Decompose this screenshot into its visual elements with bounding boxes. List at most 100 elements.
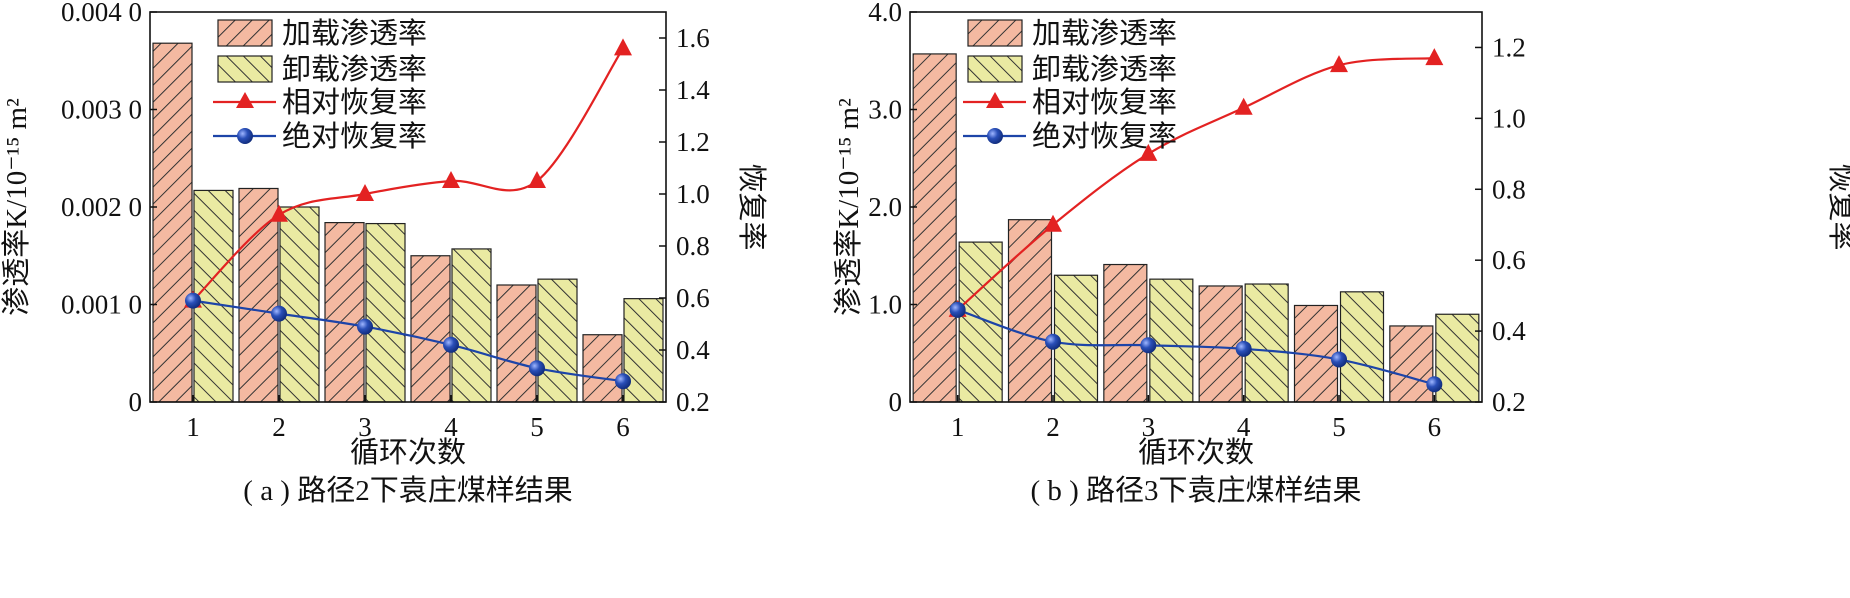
bar-unloading-b-5 <box>1339 291 1385 403</box>
y-left-tick-label-b-2: 2.0 <box>868 192 902 222</box>
y-left-tick-label-b-1: 1.0 <box>868 290 902 320</box>
chart-panel-b: 1 2 3 4 5 6 0 1.0 2.0 3.0 4.0 0.2 0.4 0.6 0.8 1.0 1.2 循环… <box>832 0 1850 507</box>
x-tick-label-a-4: 4 <box>444 412 458 442</box>
marker-relative-a-3 <box>356 184 374 201</box>
x-tick-label-b-4: 4 <box>1237 412 1251 442</box>
y-axis-title-left-a: 渗透率K/10⁻¹⁵ m² <box>0 98 33 316</box>
y-left-tick-label-b-3: 3.0 <box>868 95 902 125</box>
y-right-tick-label-a-3: 0.8 <box>676 231 710 261</box>
chart-panel-a: 1 2 3 4 5 6 0 0.001 0 0.002 0 0.003 0 0.004 0 0.2 0.… <box>0 0 768 507</box>
legend-b: 加载渗透率 卸载渗透率 相对恢复率 绝对恢复率 <box>963 17 1177 153</box>
marker-absolute-a-6 <box>615 373 631 390</box>
marker-relative-a-2 <box>270 204 288 222</box>
y-right-tick-label-b-1: 0.4 <box>1492 316 1526 346</box>
line-absolute-b <box>957 308 1435 386</box>
bar-loading-a-1 <box>152 42 193 403</box>
line-absolute-a <box>192 299 624 383</box>
ticks-b: 1 2 3 4 5 6 0 1.0 2.0 3.0 4.0 0.2 0.4 0.6 0.8 1.0 1.2 <box>868 0 1526 442</box>
bar-unloading-b-3 <box>1149 278 1194 403</box>
legend-label-unloading-a: 卸载渗透率 <box>282 53 427 86</box>
marker-absolute-b-5 <box>1331 351 1347 368</box>
legend-swatch-unloading-b <box>967 55 1023 83</box>
y-right-tick-label-b-5: 1.2 <box>1492 32 1526 62</box>
y-right-tick-label-a-2: 0.6 <box>676 283 710 313</box>
x-tick-label-a-6: 6 <box>616 412 630 442</box>
x-tick-label-b-3: 3 <box>1142 412 1156 442</box>
legend-label-relative-a: 相对恢复率 <box>282 86 427 119</box>
legend-marker-absolute-a <box>237 128 253 144</box>
marker-relative-b-4 <box>1234 97 1253 115</box>
y-axis-title-right-b: 恢复率 <box>1825 163 1850 250</box>
y-right-tick-label-b-4: 1.0 <box>1492 103 1526 133</box>
legend-label-unloading-b: 卸载渗透率 <box>1032 53 1177 86</box>
y-axis-title-right-a: 恢复率 <box>735 163 768 250</box>
y-right-tick-label-a-4: 1.0 <box>676 179 710 209</box>
line-relative-a <box>192 47 624 302</box>
bar-loading-a-2 <box>238 187 279 403</box>
legend-swatch-unloading-a <box>217 55 273 83</box>
y-left-tick-label-b-0: 0 <box>889 387 903 417</box>
legend-a: 加载渗透率 卸载渗透率 相对恢复率 绝对恢复率 <box>213 17 427 153</box>
legend-marker-relative-b <box>986 92 1004 108</box>
bar-loading-a-4 <box>410 255 451 403</box>
y-right-tick-label-b-0: 0.2 <box>1492 387 1526 417</box>
marker-relative-a-6 <box>614 38 632 56</box>
bar-loading-a-3 <box>324 222 365 403</box>
x-tick-label-a-3: 3 <box>358 412 372 442</box>
marker-relative-b-6 <box>1425 48 1444 66</box>
bar-unloading-a-5 <box>537 278 578 403</box>
lines-b <box>948 48 1444 393</box>
bar-loading-b-2 <box>1007 219 1053 403</box>
bar-loading-b-4 <box>1198 285 1243 403</box>
x-tick-label-b-2: 2 <box>1046 412 1060 442</box>
y-right-tick-label-a-5: 1.2 <box>676 127 710 157</box>
x-axis-title-a: 循环次数 <box>350 436 466 469</box>
y-axis-title-left-b: 渗透率K/10⁻¹⁵ m² <box>832 98 865 316</box>
marker-relative-a-5 <box>528 171 546 188</box>
marker-absolute-b-4 <box>1235 340 1252 357</box>
y-left-tick-label-a-4: 0.004 0 <box>61 0 142 27</box>
x-axis-title-b: 循环次数 <box>1138 436 1254 469</box>
x-tick-label-b-1: 1 <box>951 412 965 442</box>
lines-a <box>184 38 632 390</box>
legend-label-absolute-b: 绝对恢复率 <box>1032 120 1177 153</box>
legend-swatch-loading-b <box>967 19 1023 47</box>
y-right-tick-label-a-1: 0.4 <box>676 335 710 365</box>
bar-unloading-a-6 <box>623 298 664 403</box>
legend-label-loading-b: 加载渗透率 <box>1032 17 1177 50</box>
bar-unloading-a-3 <box>365 222 406 403</box>
marker-absolute-a-4 <box>443 336 459 353</box>
x-tick-label-b-5: 5 <box>1332 412 1346 442</box>
legend-label-absolute-a: 绝对恢复率 <box>282 120 427 153</box>
bar-unloading-b-4 <box>1244 283 1289 403</box>
y-right-tick-label-a-6: 1.4 <box>676 75 710 105</box>
marker-absolute-a-3 <box>357 318 373 335</box>
bar-loading-b-1 <box>912 53 957 403</box>
y-left-tick-label-a-0: 0 <box>129 387 143 417</box>
legend-label-relative-b: 相对恢复率 <box>1032 86 1177 119</box>
bar-unloading-b-1 <box>958 241 1003 403</box>
marker-absolute-b-2 <box>1045 333 1061 350</box>
caption-a: ( a ) 路径2下袁庄煤样结果 <box>243 474 572 507</box>
marker-relative-b-3 <box>1139 143 1158 161</box>
marker-relative-a-4 <box>442 171 460 188</box>
bar-unloading-a-4 <box>451 248 492 403</box>
bar-loading-a-6 <box>582 334 623 403</box>
ticks-a: 1 2 3 4 5 6 0 0.001 0 0.002 0 0.003 0 0.004 0 0.2 0.… <box>61 0 710 442</box>
bar-unloading-b-6 <box>1435 313 1480 403</box>
y-right-tick-label-a-0: 0.2 <box>676 387 710 417</box>
y-left-tick-label-a-3: 0.003 0 <box>61 95 142 125</box>
bar-unloading-b-2 <box>1053 274 1099 403</box>
y-right-tick-label-b-2: 0.6 <box>1492 245 1526 275</box>
y-right-tick-label-b-3: 0.8 <box>1492 174 1526 204</box>
y-left-tick-label-a-1: 0.001 0 <box>61 290 142 320</box>
bar-loading-a-5 <box>496 284 537 403</box>
marker-absolute-b-6 <box>1426 376 1443 393</box>
bar-unloading-a-1 <box>193 189 234 403</box>
x-tick-label-a-2: 2 <box>272 412 286 442</box>
y-left-tick-label-a-2: 0.002 0 <box>61 192 142 222</box>
legend-swatch-loading-a <box>217 19 273 47</box>
legend-label-loading-a: 加载渗透率 <box>282 17 427 50</box>
legend-marker-absolute-b <box>987 128 1003 144</box>
